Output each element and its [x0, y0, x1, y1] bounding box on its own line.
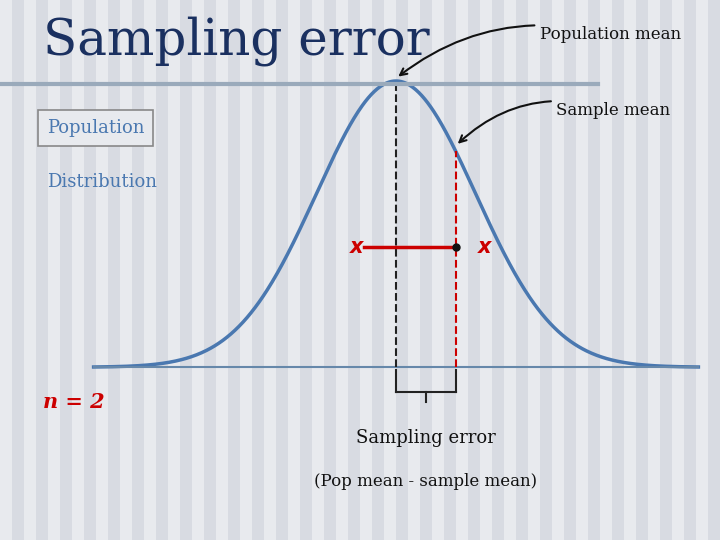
Text: Sampling error: Sampling error — [43, 16, 430, 66]
Text: x: x — [350, 237, 363, 257]
Text: Sampling error: Sampling error — [356, 429, 495, 447]
Text: Population mean: Population mean — [400, 25, 681, 75]
Text: n = 2: n = 2 — [43, 392, 105, 413]
Text: x: x — [478, 237, 491, 257]
Text: (Pop mean - sample mean): (Pop mean - sample mean) — [314, 472, 537, 489]
Text: Distribution: Distribution — [47, 173, 157, 191]
Text: Sample mean: Sample mean — [459, 102, 670, 142]
Text: Population: Population — [47, 119, 144, 137]
